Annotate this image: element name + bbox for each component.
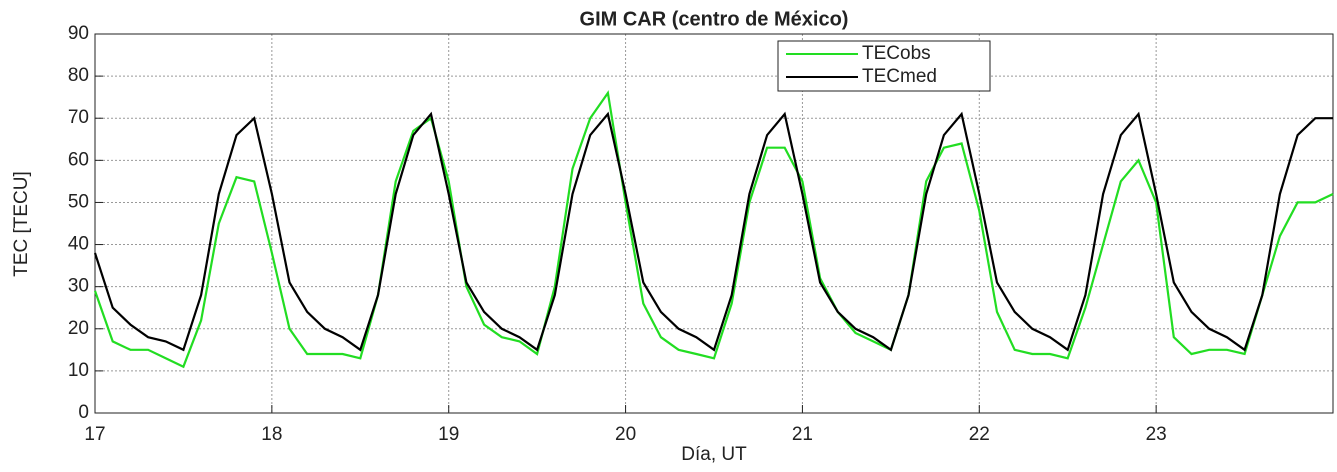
y-tick-label: 60 (68, 149, 89, 170)
x-tick-label: 22 (969, 424, 990, 445)
y-tick-label: 0 (78, 402, 89, 423)
y-tick-label: 50 (68, 191, 89, 212)
x-axis-label: Día, UT (681, 444, 747, 465)
x-tick-label: 21 (792, 424, 813, 445)
chart-title: GIM CAR (centro de México) (580, 8, 849, 30)
series-line (93, 90, 1334, 369)
x-tick-label: 23 (1146, 424, 1167, 445)
legend-label: TECmed (862, 66, 937, 87)
x-tick-label: 18 (261, 424, 282, 445)
x-tick-label: 17 (84, 424, 105, 445)
y-tick-label: 30 (68, 276, 89, 297)
y-tick-label: 90 (68, 23, 89, 44)
legend-box (777, 40, 991, 92)
y-axis-label: TEC [TECU] (11, 171, 32, 277)
series-line (93, 111, 1333, 352)
y-tick-label: 80 (68, 65, 89, 86)
plot-frame (94, 33, 1334, 414)
y-tick-label: 20 (68, 318, 89, 339)
x-tick-label: 19 (438, 424, 459, 445)
y-tick-label: 70 (68, 107, 89, 128)
y-tick-label: 40 (68, 234, 89, 255)
x-tick-label: 20 (615, 424, 636, 445)
legend-label: TECobs (862, 43, 931, 64)
y-tick-label: 10 (68, 360, 89, 381)
